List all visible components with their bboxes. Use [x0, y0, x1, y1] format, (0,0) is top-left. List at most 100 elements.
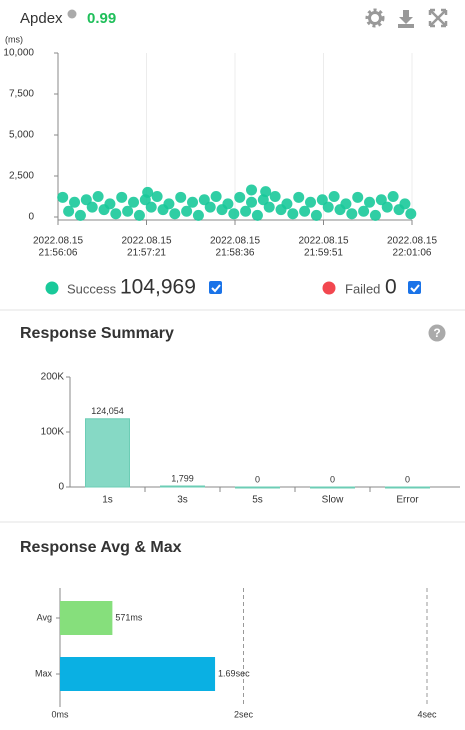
point [181, 205, 193, 217]
x-tick-time: 22:01:06 [393, 248, 432, 259]
x-tick-label: 1s [102, 495, 113, 506]
x-tick-label: 0ms [51, 709, 69, 719]
point [151, 191, 163, 202]
point [128, 196, 140, 208]
checkmark [211, 284, 221, 293]
x-tick-label: Slow [322, 495, 344, 506]
point [281, 198, 293, 210]
point [92, 191, 104, 202]
point [122, 205, 134, 217]
point [74, 209, 86, 221]
y-tick-label: 2,500 [9, 171, 34, 182]
bar [160, 485, 205, 488]
point [198, 194, 210, 206]
point [145, 201, 157, 213]
x-tick-time: 21:58:36 [216, 248, 255, 259]
point [228, 208, 240, 220]
point [110, 208, 122, 220]
point [187, 196, 199, 208]
bar [60, 601, 113, 635]
point [69, 196, 81, 208]
point [399, 198, 411, 210]
x-tick-label: Error [396, 495, 419, 506]
point [305, 196, 317, 208]
download-icon[interactable] [398, 10, 414, 28]
point [328, 191, 340, 202]
point [210, 191, 222, 202]
point [251, 209, 263, 221]
value-label: 1.69sec [218, 668, 250, 678]
expand-icon[interactable] [428, 8, 448, 28]
point [222, 198, 234, 210]
legend-label: Success [67, 281, 117, 296]
point [133, 209, 145, 221]
y-tick-label: 0 [28, 212, 34, 223]
point [287, 208, 299, 220]
point [322, 201, 334, 213]
point [80, 194, 92, 206]
x-tick-date: 2022.08.15 [33, 236, 83, 247]
point [369, 209, 381, 221]
x-tick-date: 2022.08.15 [210, 236, 260, 247]
point [240, 205, 252, 217]
point [57, 191, 69, 203]
panel-title: Response Summary [20, 325, 174, 342]
point [364, 196, 376, 208]
point [269, 191, 281, 202]
point [192, 209, 204, 221]
point [310, 209, 322, 221]
x-tick-time: 21:56:06 [39, 248, 78, 259]
point [142, 186, 154, 198]
value-label: 0 [255, 474, 260, 484]
legend-total: 0 [385, 276, 397, 299]
x-tick-label: 5s [252, 495, 263, 506]
x-tick-date: 2022.08.15 [298, 236, 348, 247]
point [104, 198, 116, 210]
legend-checkbox[interactable] [408, 281, 421, 294]
legend-label: Failed [345, 281, 380, 296]
x-tick-date: 2022.08.15 [387, 236, 437, 247]
y-tick-label: 0 [58, 482, 64, 493]
y-unit: (ms) [5, 34, 23, 44]
x-tick-label: 3s [177, 495, 188, 506]
point [246, 184, 258, 196]
point [352, 191, 364, 203]
bar [85, 418, 130, 488]
point [375, 194, 387, 206]
point [246, 196, 258, 208]
legend-checkbox[interactable] [209, 281, 222, 294]
checkmark [410, 284, 420, 293]
point [175, 191, 187, 203]
y-tick-label: 10,000 [3, 48, 34, 59]
svg-text:?: ? [433, 326, 440, 340]
point [340, 198, 352, 210]
apdex-title: Apdex [20, 10, 63, 27]
help-icon[interactable] [67, 9, 77, 19]
legend-marker [45, 281, 59, 295]
bar [310, 486, 355, 489]
x-tick-label: 4sec [417, 709, 437, 719]
legend-total: 104,969 [120, 276, 196, 299]
point [346, 208, 358, 220]
point [405, 208, 417, 220]
point [316, 194, 328, 206]
point [169, 208, 181, 220]
point [358, 205, 370, 217]
y-tick-label: 7,500 [9, 89, 34, 100]
value-label: 0 [405, 474, 410, 484]
point [263, 201, 275, 213]
help-icon[interactable]: ? [428, 324, 446, 342]
point [163, 198, 175, 210]
value-label: 571ms [115, 612, 143, 622]
value-label: 1,799 [171, 473, 194, 483]
legend-marker [322, 281, 336, 295]
bar [235, 486, 280, 489]
y-tick-label: 100K [41, 427, 65, 438]
value-label: 0 [330, 474, 335, 484]
y-tick-label: 200K [41, 372, 65, 383]
point [116, 191, 128, 203]
settings-icon[interactable] [365, 8, 385, 28]
y-tick-label: Max [35, 668, 53, 678]
x-tick-time: 21:57:21 [127, 248, 166, 259]
